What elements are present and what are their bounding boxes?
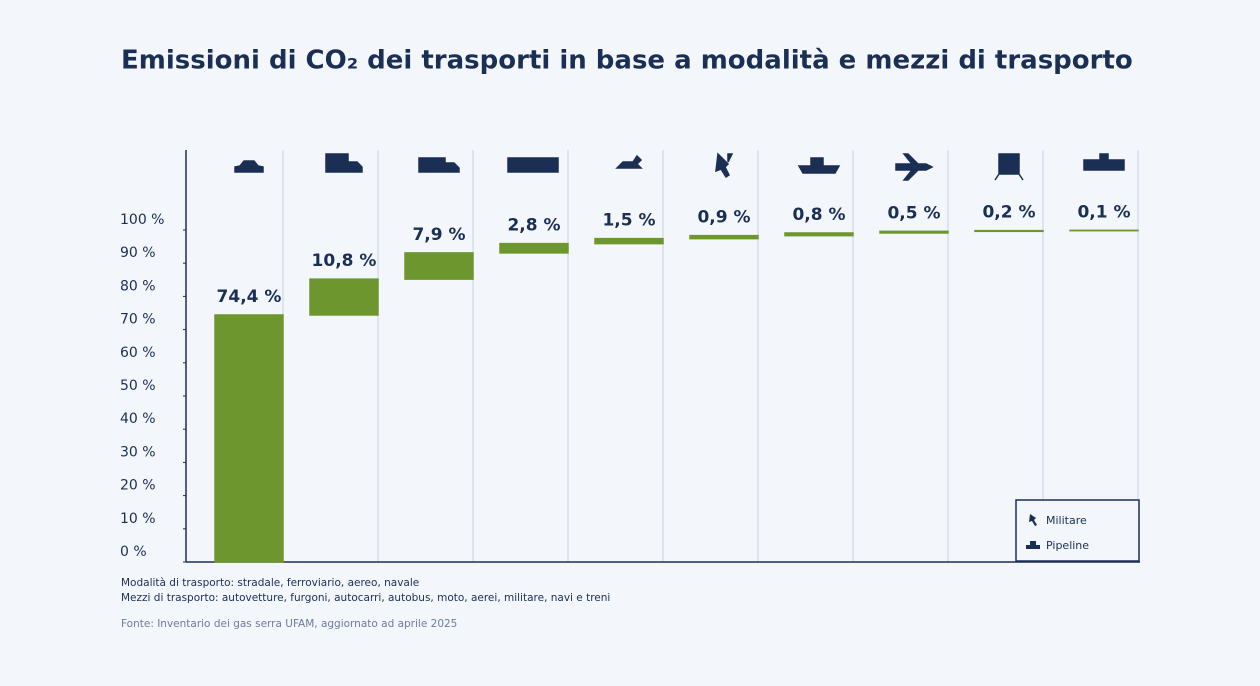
note: Mezzi di trasporto: autovetture, furgoni…	[121, 592, 610, 604]
value-label: 10,8 %	[312, 251, 377, 271]
value-label: 2,8 %	[507, 216, 560, 236]
value-label: 0,5 %	[887, 203, 940, 223]
icon	[994, 153, 1024, 181]
value-label: 74,4 %	[217, 287, 282, 307]
y-tick-label: 60 %	[120, 345, 156, 361]
source: Fonte: Inventario dei gas serra UFAM, ag…	[121, 618, 457, 630]
icon	[615, 154, 643, 169]
bar	[594, 237, 664, 245]
icon	[1083, 153, 1125, 171]
y-tick-label: 70 %	[120, 312, 156, 328]
y-tick-label: 90 %	[120, 245, 156, 261]
y-tick-label: 50 %	[120, 378, 156, 394]
chart-title: Emissioni di CO₂ dei trasporti in base a…	[121, 46, 1133, 76]
bar	[499, 242, 569, 254]
icon	[715, 152, 734, 179]
legend-box	[1015, 499, 1140, 562]
icon	[325, 153, 363, 173]
bar	[214, 314, 284, 563]
note: Modalità di trasporto: stradale, ferrovi…	[121, 577, 419, 589]
bar	[974, 229, 1044, 233]
legend-icon	[1026, 545, 1040, 549]
bar	[689, 234, 759, 240]
icon	[418, 157, 460, 173]
value-label: 7,9 %	[412, 225, 465, 245]
bar	[404, 252, 474, 280]
icon	[234, 160, 264, 173]
value-label: 0,9 %	[697, 208, 750, 228]
value-label: 0,2 %	[982, 203, 1035, 223]
y-tick-label: 100 %	[120, 212, 164, 228]
y-tick-label: 40 %	[120, 411, 156, 427]
value-label: 1,5 %	[602, 211, 655, 231]
icon	[507, 157, 559, 173]
legend-icon	[1029, 514, 1037, 526]
icon	[895, 153, 934, 181]
y-tick-label: 10 %	[120, 511, 156, 527]
bar	[879, 230, 949, 234]
y-tick-label: 30 %	[120, 444, 156, 460]
legend-label: Pipeline	[1046, 539, 1089, 552]
y-tick-label: 0 %	[120, 544, 147, 560]
y-tick-label: 80 %	[120, 278, 156, 294]
legend-label: Militare	[1046, 514, 1087, 527]
bar	[784, 232, 854, 237]
bar	[309, 278, 379, 316]
icon	[797, 157, 841, 174]
legend-icon	[1030, 541, 1036, 545]
y-tick-label: 20 %	[120, 478, 156, 494]
value-label: 0,8 %	[792, 205, 845, 225]
value-label: 0,1 %	[1077, 202, 1130, 222]
